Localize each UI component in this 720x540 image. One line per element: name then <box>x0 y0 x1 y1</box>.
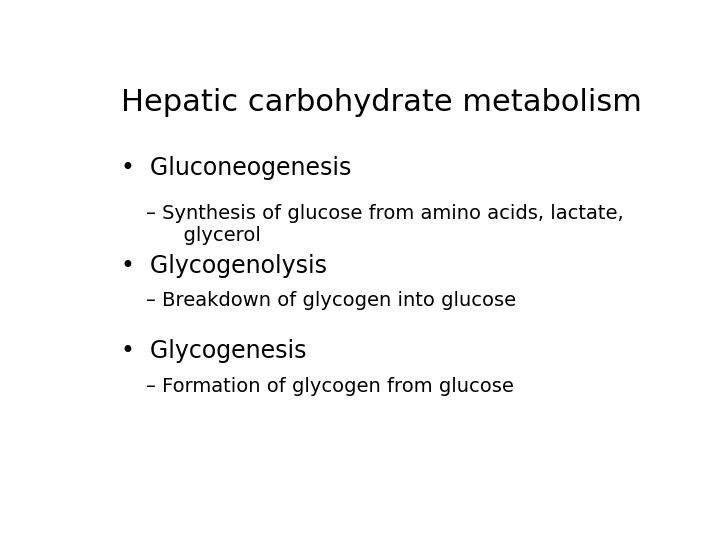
Text: – Formation of glycogen from glucose: – Formation of glycogen from glucose <box>145 377 513 396</box>
Text: •  Glycogenesis: • Glycogenesis <box>121 339 306 363</box>
Text: – Synthesis of glucose from amino acids, lactate,
      glycerol: – Synthesis of glucose from amino acids,… <box>145 204 624 245</box>
Text: Hepatic carbohydrate metabolism: Hepatic carbohydrate metabolism <box>121 87 642 117</box>
Text: – Breakdown of glycogen into glucose: – Breakdown of glycogen into glucose <box>145 292 516 310</box>
Text: •  Glycogenolysis: • Glycogenolysis <box>121 254 327 278</box>
Text: •  Gluconeogenesis: • Gluconeogenesis <box>121 156 351 180</box>
